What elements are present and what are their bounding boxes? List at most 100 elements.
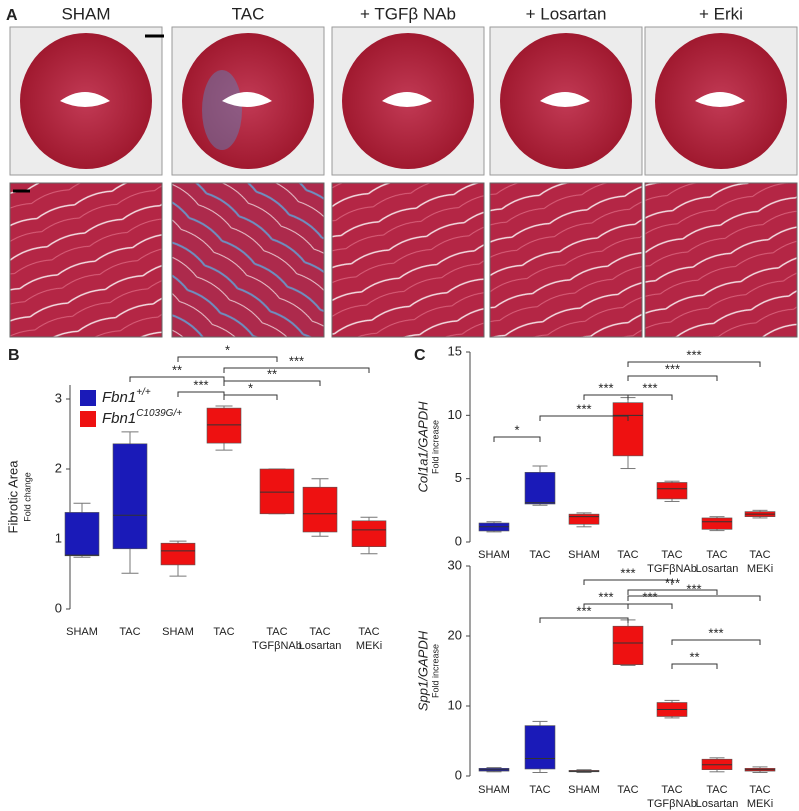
significance-bracket [223, 380, 321, 386]
box [160, 542, 196, 566]
significance-bracket [627, 394, 673, 400]
significance-label: * [225, 342, 230, 357]
y-axis-sublabel: Fold change [22, 472, 32, 522]
significance-bracket [493, 436, 541, 442]
y-axis-sublabel: Fold increase [430, 420, 440, 474]
y-tick-label: 10 [448, 697, 462, 712]
panel-label: A [6, 7, 18, 24]
significance-bracket [627, 589, 718, 595]
significance-label: *** [598, 380, 613, 395]
y-tick-label: 30 [448, 557, 462, 572]
significance-bracket [223, 367, 370, 373]
significance-label: ** [689, 649, 699, 664]
y-tick-label: 20 [448, 627, 462, 642]
y-axis-label: Col1a1/GAPDH [415, 401, 430, 493]
legend-entry: Fbn1C1039G/+ [102, 408, 182, 427]
y-tick-label: 10 [448, 407, 462, 422]
ventricle-lumen [60, 92, 110, 107]
significance-label: *** [642, 589, 657, 604]
box [612, 402, 644, 457]
ventricle-lumen [222, 92, 272, 107]
fibrosis [202, 70, 242, 150]
significance-bracket [671, 663, 718, 669]
y-tick-label: 1 [55, 530, 62, 545]
box [259, 468, 295, 515]
column-header: SHAM [61, 4, 110, 23]
tissue-image [171, 182, 325, 338]
significance-bracket [627, 603, 673, 609]
significance-label: * [514, 422, 519, 437]
y-axis-label: Spp1/GAPDH [415, 630, 430, 711]
y-axis-label: Fibrotic Area [5, 460, 20, 534]
column-header: + Erki [699, 4, 743, 23]
significance-label: *** [193, 377, 208, 392]
significance-label: *** [665, 361, 680, 376]
ventricle-lumen [695, 92, 745, 107]
significance-label: *** [686, 581, 701, 596]
x-tick-label: SHAM [478, 549, 510, 561]
x-tick-sublabel: Losartan [299, 640, 342, 652]
x-tick-label: TAC [617, 549, 638, 561]
significance-bracket [583, 579, 673, 585]
y-tick-label: 0 [55, 600, 62, 615]
x-tick-sublabel: TGFβNAb [647, 798, 697, 810]
box [206, 407, 242, 444]
panel-label: C [414, 347, 426, 364]
column-header: TAC [232, 4, 265, 23]
significance-label: *** [576, 401, 591, 416]
y-tick-label: 0 [455, 533, 462, 548]
x-tick-label: TAC [119, 626, 140, 638]
x-tick-label: TAC [706, 784, 727, 796]
significance-bracket [223, 394, 278, 400]
y-tick-label: 2 [55, 460, 62, 475]
tissue-image [489, 182, 643, 338]
panel-label: B [8, 347, 20, 364]
significance-label: *** [686, 347, 701, 362]
significance-bracket [177, 391, 225, 397]
x-tick-label: TAC [529, 784, 550, 796]
legend-sup: C1039G/+ [136, 408, 182, 419]
x-tick-label: TAC [358, 626, 379, 638]
significance-bracket [539, 617, 629, 623]
x-tick-label: TAC [309, 626, 330, 638]
x-tick-label: TAC [661, 784, 682, 796]
box [656, 482, 688, 500]
legend-entry: Fbn1+/+ [102, 387, 151, 406]
box [524, 472, 556, 505]
y-tick-label: 0 [455, 767, 462, 782]
significance-bracket [627, 595, 761, 601]
x-tick-label: TAC [213, 626, 234, 638]
x-tick-sublabel: MEKi [747, 563, 773, 575]
significance-label: *** [665, 575, 680, 590]
significance-bracket [177, 356, 278, 362]
significance-bracket [627, 375, 718, 381]
significance-label: * [248, 380, 253, 395]
box [64, 512, 100, 557]
x-tick-sublabel: Losartan [696, 563, 739, 575]
tissue-image [9, 182, 163, 338]
ventricle-lumen [382, 92, 432, 107]
box [568, 513, 600, 525]
x-tick-sublabel: TGFβNAb [252, 640, 302, 652]
box [524, 725, 556, 770]
x-tick-sublabel: Losartan [696, 798, 739, 810]
significance-label: *** [620, 565, 635, 580]
legend-sup: +/+ [136, 387, 151, 398]
x-tick-label: TAC [661, 549, 682, 561]
column-header: + TGFβ NAb [360, 4, 456, 23]
box [112, 443, 148, 550]
x-tick-sublabel: TGFβNAb [647, 563, 697, 575]
y-axis-sublabel: Fold increase [430, 644, 440, 698]
x-tick-sublabel: MEKi [356, 640, 382, 652]
ventricle-lumen [540, 92, 590, 107]
significance-label: *** [289, 353, 304, 368]
y-tick-label: 3 [55, 390, 62, 405]
box [701, 517, 733, 530]
x-tick-label: SHAM [568, 549, 600, 561]
legend-name: Fbn1 [102, 410, 136, 427]
legend-name: Fbn1 [102, 389, 136, 406]
x-tick-sublabel: MEKi [747, 798, 773, 810]
tissue-image [644, 182, 798, 338]
significance-label: *** [598, 589, 613, 604]
